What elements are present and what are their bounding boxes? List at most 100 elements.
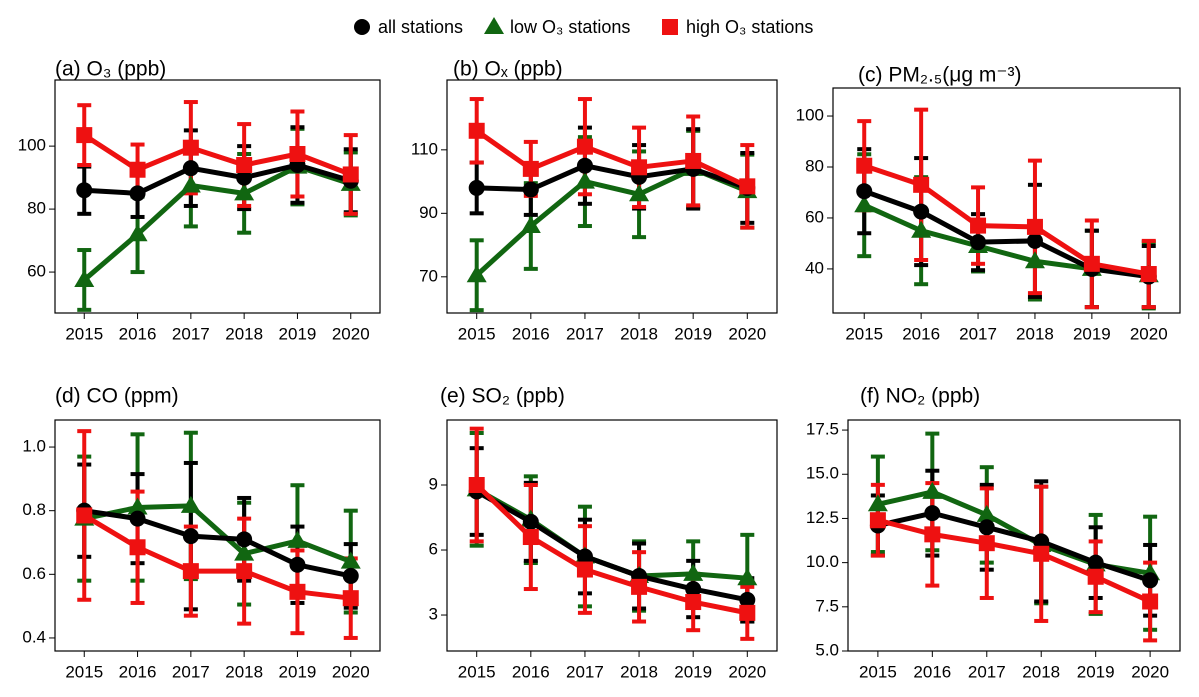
data-point <box>182 160 199 177</box>
x-tick-label: 2020 <box>1130 324 1168 343</box>
data-point <box>856 183 873 200</box>
x-tick-label: 2016 <box>119 662 157 681</box>
data-point <box>1142 572 1159 589</box>
y-tick-label: 60 <box>805 207 824 226</box>
x-tick-label: 2019 <box>1077 662 1115 681</box>
data-point <box>234 183 255 201</box>
chart-title: (c) PM₂.₅(μg m⁻³) <box>858 64 1021 87</box>
series-line <box>475 489 748 603</box>
plot-frame <box>446 79 778 314</box>
data-point <box>867 494 888 512</box>
data-point <box>911 220 932 238</box>
data-point <box>1083 255 1100 272</box>
x-tick-label: 2016 <box>902 324 940 343</box>
data-point <box>631 578 648 595</box>
x-tick-label: 2020 <box>728 662 766 681</box>
y-tick-label: 0.4 <box>22 627 46 646</box>
y-tick-label: 15.0 <box>806 464 839 483</box>
data-point <box>685 581 702 598</box>
data-point <box>1024 251 1045 269</box>
data-point <box>924 505 941 522</box>
y-tick-label: 6 <box>429 540 438 559</box>
data-point <box>520 216 541 234</box>
data-point <box>342 567 359 584</box>
chart-title: (b) Oₓ (ppb) <box>453 58 563 81</box>
data-point <box>127 497 148 515</box>
x-tick-label: 2016 <box>119 324 157 343</box>
x-tick-label: 2017 <box>172 324 210 343</box>
y-tick-label: 0.6 <box>22 564 46 583</box>
y-tick-label: 10.0 <box>806 552 839 571</box>
chart-title: (a) O₃ (ppb) <box>55 58 166 81</box>
y-tick-label: 0.8 <box>22 500 46 519</box>
data-point <box>576 561 593 578</box>
data-point <box>522 181 539 198</box>
data-point <box>236 531 253 548</box>
data-point <box>1140 266 1157 283</box>
data-point <box>685 594 702 611</box>
data-point <box>234 543 255 561</box>
plot-frame <box>832 87 1181 314</box>
data-point <box>287 530 308 548</box>
data-point <box>522 529 539 546</box>
y-tick-label: 100 <box>796 106 824 125</box>
data-point <box>289 556 306 573</box>
x-tick-label: 2018 <box>620 324 658 343</box>
data-point <box>129 510 146 527</box>
data-point <box>854 195 875 213</box>
x-tick-label: 2016 <box>512 324 550 343</box>
data-point <box>236 157 253 174</box>
data-point <box>127 224 148 242</box>
data-point <box>869 512 886 529</box>
x-tick-label: 2019 <box>279 662 317 681</box>
data-point <box>182 563 199 580</box>
legend-label: all stations <box>378 17 463 37</box>
data-point <box>466 265 487 283</box>
y-tick-label: 80 <box>27 199 46 218</box>
x-tick-label: 2019 <box>674 662 712 681</box>
data-point <box>340 551 361 569</box>
data-point <box>1033 545 1050 562</box>
x-tick-label: 2015 <box>845 324 883 343</box>
x-tick-label: 2019 <box>674 324 712 343</box>
series-line <box>82 133 352 177</box>
data-point <box>129 185 146 202</box>
x-tick-label: 2018 <box>225 662 263 681</box>
data-point <box>1142 593 1159 610</box>
y-tick-label: 3 <box>429 605 438 624</box>
y-tick-label: 80 <box>805 156 824 175</box>
data-point <box>631 159 648 176</box>
series-line <box>83 503 352 564</box>
y-tick-label: 110 <box>411 139 438 158</box>
data-point <box>76 507 93 524</box>
data-point <box>856 157 873 174</box>
y-tick-label: 100 <box>18 136 46 155</box>
x-tick-label: 2015 <box>859 662 897 681</box>
series-line <box>476 163 749 193</box>
data-point <box>1026 218 1043 235</box>
data-point <box>970 234 987 251</box>
x-tick-label: 2018 <box>1022 662 1060 681</box>
data-point <box>576 548 593 565</box>
data-point <box>576 157 593 174</box>
data-point <box>76 127 93 144</box>
x-tick-label: 2016 <box>512 662 550 681</box>
x-tick-label: 2017 <box>172 662 210 681</box>
legend-label: high O₃ stations <box>686 17 813 37</box>
x-tick-label: 2015 <box>458 324 496 343</box>
data-point <box>976 504 997 522</box>
data-point <box>182 139 199 156</box>
data-point <box>574 171 595 189</box>
data-point <box>236 169 253 186</box>
legend-marker <box>662 19 678 35</box>
data-point <box>129 539 146 556</box>
series-line <box>877 510 1151 583</box>
data-point <box>342 590 359 607</box>
x-tick-label: 2020 <box>332 662 370 681</box>
data-point <box>737 568 758 586</box>
data-point <box>468 179 485 196</box>
data-point <box>922 481 943 499</box>
series-line <box>475 166 749 278</box>
legend-marker <box>354 19 370 35</box>
data-point <box>180 175 201 193</box>
